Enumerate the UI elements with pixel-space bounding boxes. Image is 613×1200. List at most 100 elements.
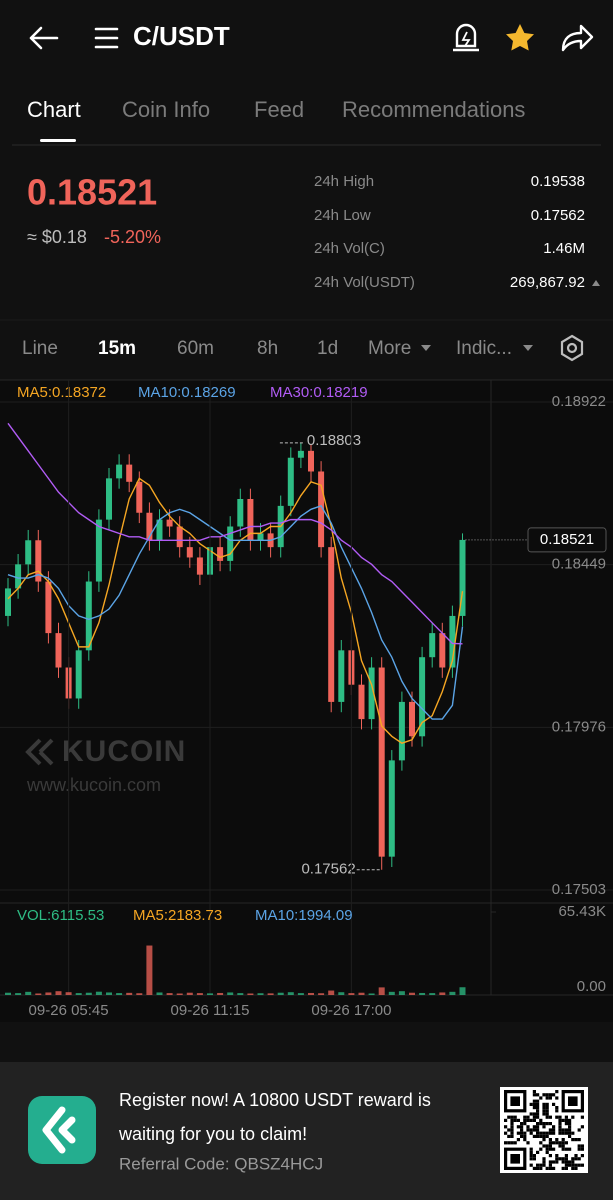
qr-module [529,1163,533,1167]
legend-entry: MA5:2183.73 [133,907,222,924]
qr-module [577,1163,581,1167]
volume-bar [75,993,82,995]
volume-bar [328,990,335,995]
volume-bar [65,992,72,995]
qr-module [504,1131,508,1135]
candle-body [217,547,224,561]
candle-body [196,557,203,575]
qr-module [539,1141,543,1145]
qr-finder [568,1096,578,1106]
legend-entry: MA10:0.18269 [138,384,236,401]
tab[interactable]: Recommendations [342,97,525,122]
interval[interactable]: Line [22,338,58,359]
qr-module [568,1128,572,1132]
qr-module [561,1157,565,1161]
qr-module [539,1131,543,1135]
candle-body [449,615,456,668]
qr-finder [510,1096,520,1106]
interval-active[interactable]: 15m [98,338,136,359]
qr-module [526,1115,530,1119]
qr-module [548,1122,552,1126]
price-change: -5.20% [104,227,161,247]
interval[interactable]: 1d [317,338,338,359]
tab-active[interactable]: Chart [27,97,81,122]
qr-module [526,1141,530,1145]
qr-finder [504,1147,527,1170]
qr-module [536,1131,540,1135]
settings-button[interactable] [560,334,584,362]
legend-entry: MA5:0.18372 [17,384,106,401]
qr-module [552,1125,556,1129]
menu-button[interactable] [94,27,119,49]
qr-module [555,1096,559,1100]
qr-module [548,1154,552,1158]
alert-button[interactable] [453,23,479,52]
qr-module [545,1134,549,1138]
volume-bar [95,991,102,995]
candle-body [237,498,244,527]
qr-module [532,1106,536,1110]
interval[interactable]: 60m [177,338,214,359]
qr-module [568,1147,572,1151]
qr-module [542,1163,546,1167]
candle-body [328,547,335,702]
share-button[interactable] [561,24,594,52]
qr-module [561,1147,565,1151]
qr-module [548,1131,552,1135]
qr-module [574,1166,578,1170]
qr-module [532,1134,536,1138]
qr-module [504,1118,508,1122]
qr-module [510,1125,514,1129]
qr-module [542,1144,546,1148]
qr-module [536,1166,540,1170]
tab-indicator [40,139,76,142]
qr-module [564,1141,568,1145]
qr-module [555,1109,559,1113]
qr-module [548,1166,552,1170]
qr-module [571,1157,575,1161]
qr-module [523,1138,527,1142]
qr-module [504,1141,508,1145]
candle-body [106,478,112,520]
qr-module [532,1093,536,1097]
qr-module [536,1109,540,1113]
qr-module [510,1134,514,1138]
qr-module [558,1131,562,1135]
candle-body [308,450,314,472]
volume-bar [378,987,385,995]
qr-module [526,1125,530,1129]
volume-bar [449,991,456,995]
qr-module [545,1144,549,1148]
qr-module [536,1163,540,1167]
volume-bar [429,993,436,995]
volume-bar [318,993,325,995]
tab[interactable]: Coin Info [122,97,210,122]
qr-module [545,1166,549,1170]
qr-module [574,1163,578,1167]
qr-finder [561,1089,585,1113]
settings-icon [560,334,584,362]
qr-module [536,1099,540,1103]
qr-module [523,1118,527,1122]
indicator-menu[interactable]: Indic... [456,338,512,359]
volume-bar [227,992,234,995]
interval[interactable]: 8h [257,338,278,359]
candle-body [368,667,375,720]
tab[interactable]: Feed [254,97,304,122]
more-menu[interactable]: More [368,338,411,359]
qr-module [532,1157,536,1161]
qr-module [510,1141,514,1145]
alert-bolt [461,31,471,47]
volume-bar [85,992,92,995]
back-button[interactable] [29,26,59,50]
banner-text: waiting for you to claim! [118,1124,307,1144]
qr-module [577,1144,581,1148]
expand-caret[interactable] [592,280,600,286]
volume-bar [146,945,153,995]
candle-body [227,526,234,561]
favorite-star[interactable] [506,24,534,51]
qr-module [564,1154,568,1158]
qr-module [507,1115,511,1119]
qr-module [555,1090,559,1094]
